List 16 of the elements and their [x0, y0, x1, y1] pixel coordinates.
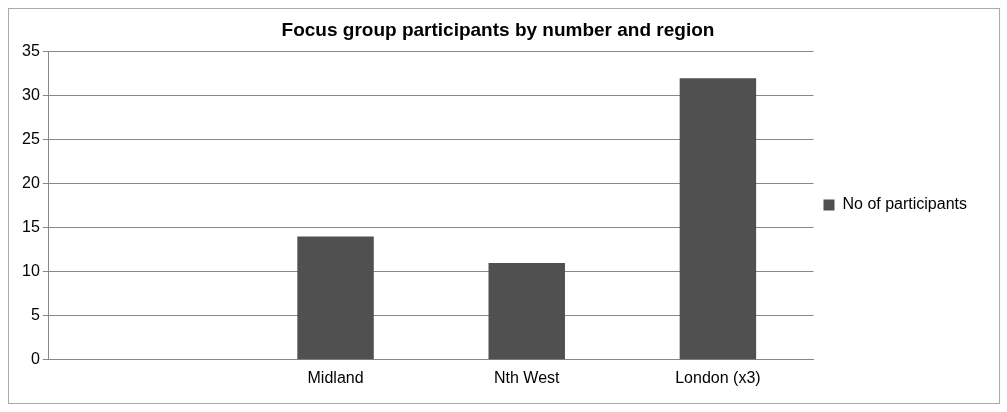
chart-title: Focus group participants by number and region — [281, 18, 715, 40]
y-tick-label: 15 — [22, 218, 40, 236]
bar — [679, 78, 757, 360]
x-tick-label: Midland — [307, 368, 364, 386]
y-tick-label: 20 — [22, 174, 40, 192]
x-tick-label: Nth West — [493, 368, 561, 386]
y-tick-label: 25 — [22, 130, 40, 148]
bar — [297, 236, 374, 360]
y-tick-label: 10 — [22, 262, 40, 280]
y-tick-label: 5 — [30, 306, 40, 324]
legend-label: No of participants — [842, 195, 968, 213]
y-tick-label: 30 — [22, 86, 40, 104]
bar — [488, 263, 565, 360]
y-tick-label: 0 — [30, 350, 40, 368]
x-tick-label: London (x3) — [675, 368, 761, 386]
y-tick-label: 35 — [22, 42, 40, 60]
